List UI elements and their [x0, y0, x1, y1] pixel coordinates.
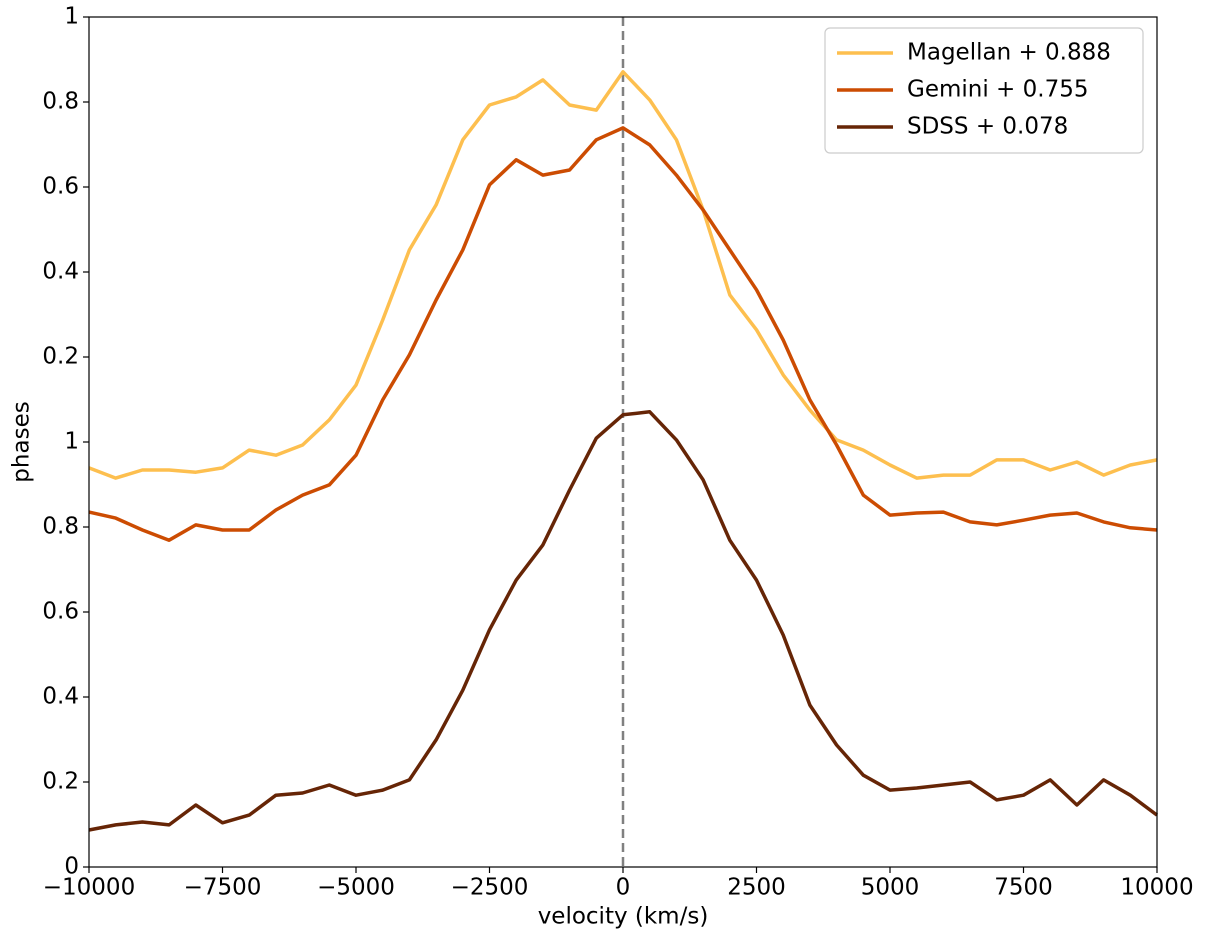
x-tick-label: −7500 — [184, 875, 262, 901]
legend-label: SDSS + 0.078 — [907, 114, 1068, 140]
y-tick-label: 0.2 — [42, 344, 79, 370]
legend-label: Gemini + 0.755 — [907, 77, 1088, 103]
x-tick-label: −5000 — [317, 875, 395, 901]
x-tick-label: −2500 — [451, 875, 529, 901]
series-line — [88, 70, 1158, 480]
y-tick-label: 0.8 — [42, 514, 79, 540]
legend-label: Magellan + 0.888 — [907, 40, 1111, 66]
x-axis-label: velocity (km/s) — [538, 904, 709, 930]
y-tick-label: 0.2 — [42, 769, 79, 795]
y-axis-label: phases — [9, 401, 35, 482]
y-tick-label: 0.4 — [42, 684, 79, 710]
y-tick-label: 1 — [64, 4, 79, 30]
y-tick-label: 0 — [64, 854, 79, 880]
x-tick-label: 7500 — [994, 875, 1053, 901]
y-tick-label: 0.6 — [42, 599, 79, 625]
y-tick-label: 0.8 — [42, 89, 79, 115]
y-tick-label: 0.4 — [42, 259, 79, 285]
legend-box — [824, 27, 1144, 154]
series-line — [88, 126, 1158, 542]
y-tick-label: 0.6 — [42, 174, 79, 200]
plot-frame — [88, 16, 1158, 868]
x-tick-label: 2500 — [727, 875, 786, 901]
y-tick-label: 1 — [64, 429, 79, 455]
x-tick-label: 10000 — [1120, 875, 1193, 901]
series-line — [88, 410, 1159, 832]
x-tick-label: 5000 — [861, 875, 920, 901]
x-tick-label: 0 — [616, 875, 631, 901]
x-tick-label: −10000 — [43, 875, 135, 901]
